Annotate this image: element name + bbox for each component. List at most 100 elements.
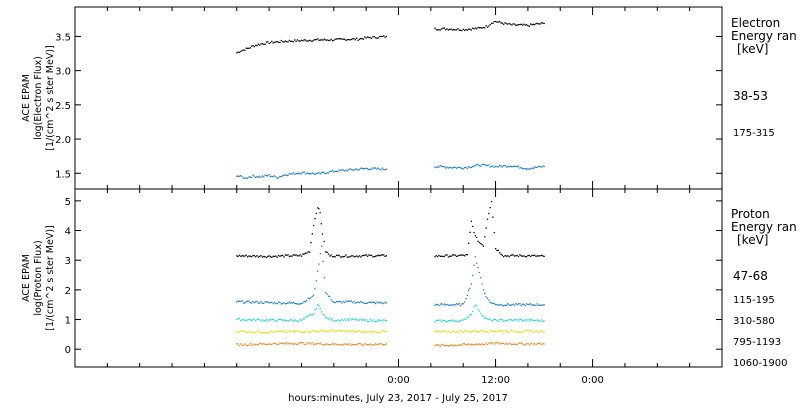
data-point xyxy=(236,330,238,333)
data-point xyxy=(261,319,264,321)
data-point xyxy=(256,44,258,47)
data-point xyxy=(489,166,491,168)
data-point xyxy=(446,254,448,256)
data-point xyxy=(272,318,274,321)
data-point xyxy=(473,330,475,333)
data-point xyxy=(497,330,499,333)
data-point xyxy=(346,330,348,332)
data-point xyxy=(516,343,518,346)
data-point xyxy=(244,177,246,179)
data-point xyxy=(532,331,534,334)
data-point xyxy=(323,277,326,279)
data-point xyxy=(314,308,316,311)
data-point xyxy=(360,167,362,169)
data-point xyxy=(494,165,497,167)
data-point xyxy=(335,38,338,40)
data-point xyxy=(504,22,506,24)
data-point xyxy=(472,310,474,313)
data-point xyxy=(308,314,311,316)
data-point xyxy=(453,320,455,322)
data-point xyxy=(253,331,255,333)
data-point xyxy=(467,166,470,168)
data-point xyxy=(291,319,293,321)
data-point xyxy=(299,40,301,42)
data-point xyxy=(280,303,282,305)
data-point xyxy=(269,41,272,44)
data-point xyxy=(271,40,273,43)
data-point xyxy=(503,342,505,344)
data-point xyxy=(445,29,447,31)
data-point xyxy=(360,37,362,40)
data-point xyxy=(246,344,249,347)
data-point xyxy=(326,39,328,41)
data-point xyxy=(298,303,300,305)
data-point xyxy=(446,28,448,30)
data-point xyxy=(497,166,499,168)
data-point xyxy=(315,172,317,175)
data-point xyxy=(439,331,441,333)
data-point xyxy=(492,319,494,321)
data-point xyxy=(357,39,359,41)
data-point xyxy=(241,255,243,257)
data-point xyxy=(373,35,375,38)
data-point xyxy=(261,175,264,177)
data-point xyxy=(261,332,264,334)
data-point xyxy=(237,318,239,320)
data-point xyxy=(326,343,328,345)
data-point xyxy=(525,303,528,305)
proton-legend-title-3: [keV] xyxy=(737,233,768,247)
data-point xyxy=(434,345,436,347)
data-point xyxy=(321,39,323,41)
data-point xyxy=(245,344,247,347)
data-point xyxy=(321,329,323,331)
data-point xyxy=(334,170,336,173)
data-point xyxy=(504,254,506,257)
data-point xyxy=(462,28,464,31)
data-point xyxy=(317,38,319,40)
data-point xyxy=(366,168,369,170)
data-point xyxy=(237,175,239,177)
data-point xyxy=(354,319,357,321)
data-point xyxy=(374,302,377,305)
data-point xyxy=(445,304,447,306)
data-point xyxy=(240,255,242,258)
data-point xyxy=(358,255,361,257)
data-point xyxy=(244,343,246,345)
data-point xyxy=(511,329,513,331)
data-point xyxy=(469,313,471,316)
data-point xyxy=(249,330,251,332)
data-point xyxy=(335,254,338,256)
data-point xyxy=(368,344,370,346)
data-point xyxy=(362,318,365,321)
data-point xyxy=(276,256,278,258)
data-point xyxy=(255,44,257,47)
data-point xyxy=(493,330,495,333)
data-point xyxy=(319,329,322,332)
data-point xyxy=(498,330,501,332)
data-point xyxy=(295,330,297,332)
data-point xyxy=(295,172,297,175)
data-point xyxy=(529,318,532,321)
data-point xyxy=(263,320,265,322)
data-point xyxy=(283,319,285,321)
data-point xyxy=(539,342,541,344)
data-point xyxy=(478,27,481,29)
data-point xyxy=(535,166,537,169)
data-point xyxy=(360,343,362,345)
data-point xyxy=(459,29,462,31)
data-point xyxy=(508,256,510,258)
data-point xyxy=(436,166,439,168)
data-point xyxy=(369,37,371,39)
data-point xyxy=(267,343,269,346)
y-tick-label: 2 xyxy=(65,286,71,297)
data-point xyxy=(322,313,324,315)
data-point xyxy=(345,300,347,302)
data-point xyxy=(295,302,297,305)
data-point xyxy=(492,302,494,304)
data-point xyxy=(384,301,386,303)
data-point xyxy=(517,303,520,305)
data-point xyxy=(459,167,462,169)
data-point xyxy=(383,330,385,332)
data-point xyxy=(384,255,386,258)
data-point xyxy=(536,342,539,345)
